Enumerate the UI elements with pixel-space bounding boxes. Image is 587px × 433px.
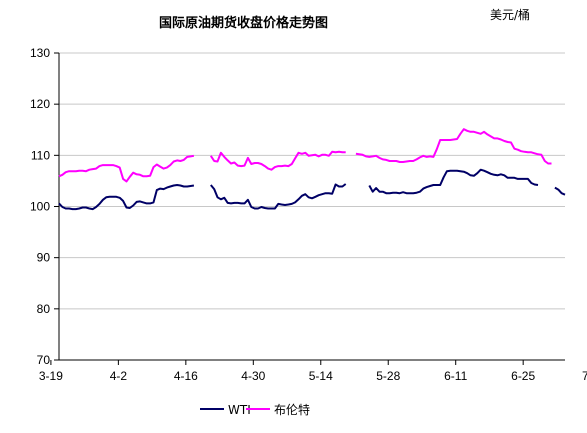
x-tick-label: 3-19: [39, 369, 63, 383]
chart-title: 国际原油期货收盘价格走势图: [158, 16, 328, 31]
y-tick-label: 80: [37, 302, 51, 316]
x-tick-label: 4-2: [110, 369, 128, 383]
series-line-segment: [58, 154, 195, 183]
unit-label: 美元/桶: [490, 8, 531, 22]
x-tick-label: 5-28: [376, 369, 400, 383]
series-line-segment: [210, 183, 347, 210]
x-tick-label: 4-30: [241, 369, 265, 383]
y-tick-label: 130: [30, 46, 50, 60]
y-tick-label: 100: [30, 200, 50, 214]
y-tick-label: 110: [31, 148, 50, 162]
series-line-segment: [368, 168, 539, 195]
y-tick-label: 70: [37, 353, 51, 367]
series-line-segment: [58, 184, 195, 211]
series-wti: [58, 168, 566, 211]
series-line-segment: [554, 186, 566, 196]
y-tick-label: 90: [37, 251, 51, 265]
series-line-segment: [209, 150, 346, 171]
series-line-segment: [355, 128, 552, 165]
x-tick-label: 6-25: [511, 369, 535, 383]
y-tick-label: 120: [30, 97, 50, 111]
legend-label: 布伦特: [274, 402, 310, 417]
series-brent: [58, 128, 552, 183]
x-tick-label: 4-16: [174, 369, 198, 383]
legend-label: WTI: [228, 403, 251, 417]
x-tick-label: 6-11: [444, 369, 467, 383]
x-tick-label: 5-14: [309, 369, 333, 383]
x-tick-label: 7-9: [582, 369, 587, 383]
